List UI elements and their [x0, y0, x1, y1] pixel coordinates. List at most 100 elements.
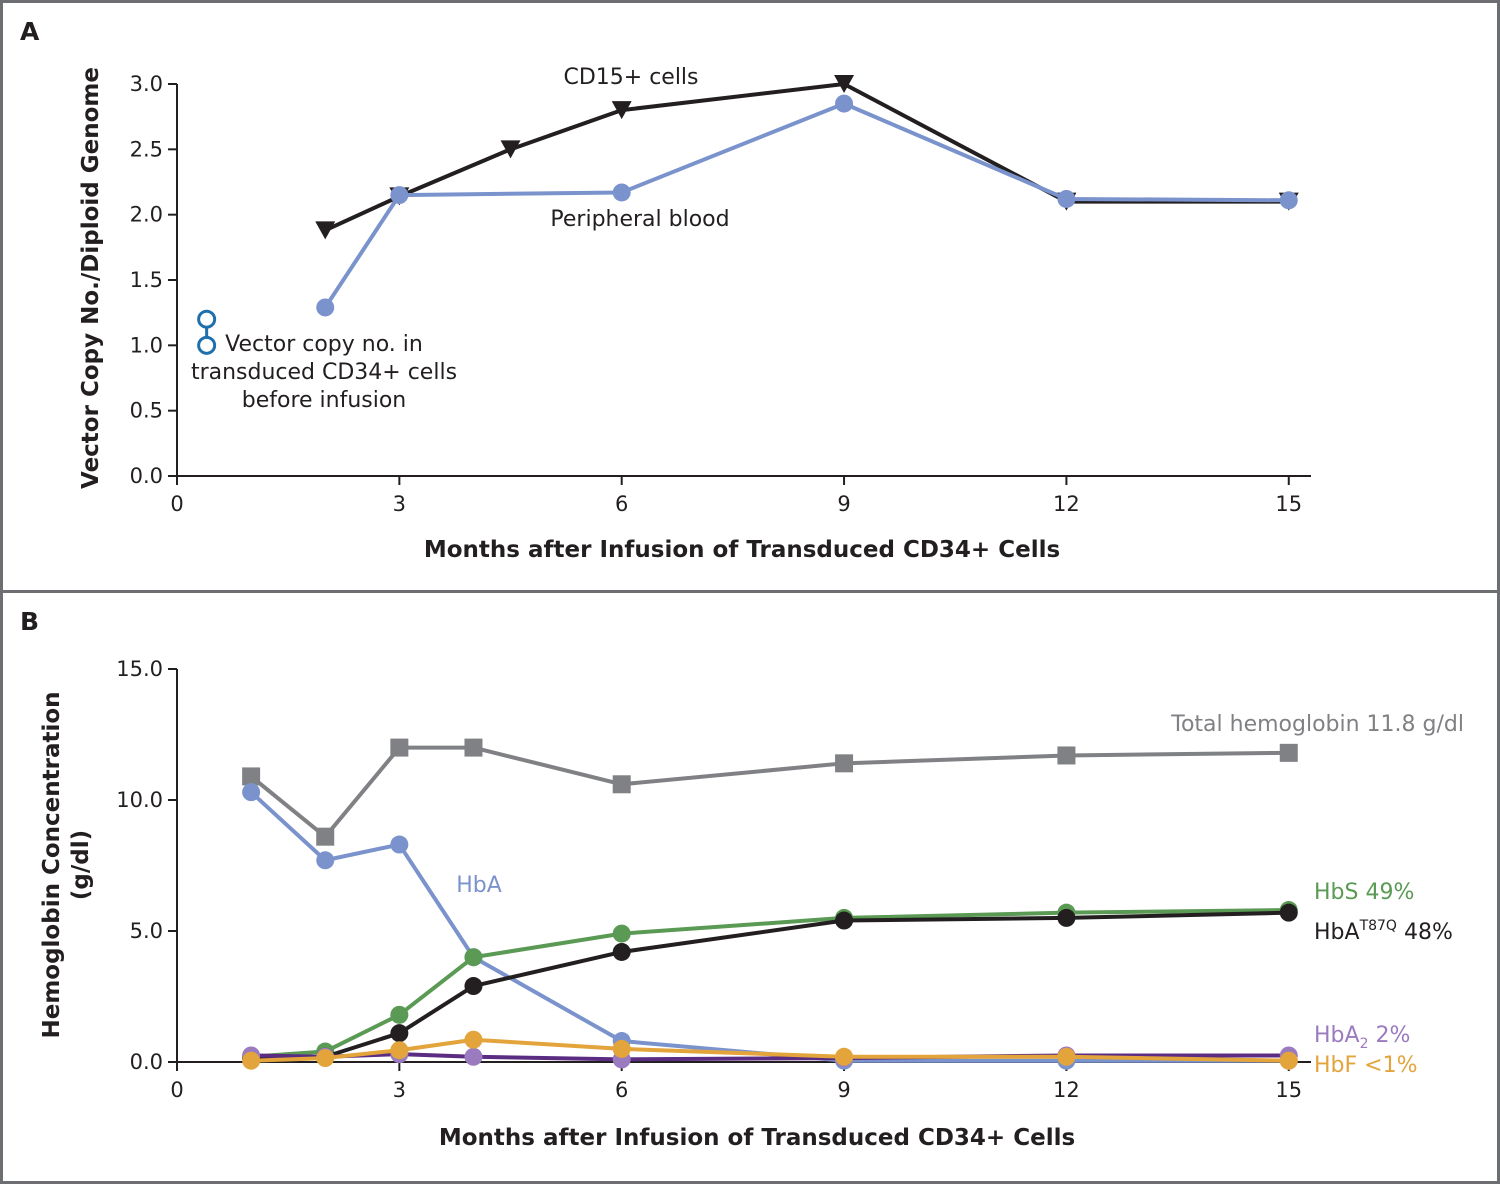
panel-b-total-hemoglobin-11-8-g-dl-point — [1057, 746, 1076, 765]
panel-b-x-tick-label: 3 — [393, 1078, 406, 1102]
panel-a-x-tick-label: 15 — [1275, 492, 1302, 516]
panel-a-y-tick-label: 3.0 — [130, 72, 163, 96]
panel-b-total-hemoglobin-11-8-g-dl-point — [316, 827, 335, 846]
panel-b-y-axis-title-line-2: (g/dl) — [68, 830, 94, 900]
panel-b-chart: 0 3 6 9 12 15 0.0 5.0 10.0 15.0 Months after Infu… — [39, 657, 1464, 1151]
panel-b-x-tick-label: 12 — [1053, 1078, 1080, 1102]
panel-b-hba-t87q-48-line — [251, 910, 1289, 1061]
panel-b-letter: B — [20, 607, 39, 636]
panel-a-y-tick-label: 1.5 — [130, 268, 163, 292]
panel-b-total-hemoglobin-11-8-g-dl-point — [835, 754, 854, 773]
panel-b-total-hemoglobin-11-8-g-dl-point — [1279, 743, 1298, 762]
panel-b-x-tick-label: 6 — [615, 1078, 628, 1102]
panel-b-hbf-1-point — [835, 1047, 854, 1066]
panel-a-y-tick-label: 0.0 — [130, 464, 163, 488]
panel-a-cd15-cells-point — [611, 101, 632, 120]
panel-b-total-hemoglobin-11-8-g-dl-line — [249, 745, 1289, 839]
panel-b-y-tick-label: 15.0 — [116, 657, 163, 681]
panel-b-frame — [0, 590, 1500, 1184]
hba2-label-sub: 2 — [1360, 1036, 1369, 1052]
hbf-label: HbF <1% — [1314, 1053, 1418, 1078]
hba-t87q-label-main: HbA — [1314, 920, 1360, 945]
pre-infusion-point — [197, 335, 217, 355]
panel-a-frame — [0, 0, 1500, 593]
panel-a-x-axis-title: Months after Infusion of Transduced CD34… — [424, 537, 1060, 563]
panel-a-y-tick-label: 2.5 — [130, 137, 163, 161]
panel-a-peripheral-blood-line — [323, 101, 1289, 309]
panel-a-y-tick-label: 1.0 — [130, 333, 163, 357]
panel-b-y-tick-label: 0.0 — [130, 1050, 163, 1074]
panel-a-cd15-cells-series — [315, 75, 1299, 240]
panel-b-hba-t87q-48-point — [464, 977, 483, 996]
panel-b-hba-t87q-48-point — [1057, 908, 1076, 927]
pre-infusion-label-line-3: before infusion — [242, 388, 407, 413]
panel-b-y-tick-label: 5.0 — [130, 919, 163, 943]
panel-a-x-tick-label: 0 — [170, 492, 183, 516]
panel-b-hba-point — [316, 851, 335, 870]
panel-b-hbf-1-point — [1057, 1047, 1076, 1066]
hba-t87q-label: HbAT87Q 48% — [1314, 918, 1453, 945]
total-hemoglobin-label: Total hemoglobin 11.8 g/dl — [1170, 712, 1464, 737]
panel-a-x-tick-label: 3 — [393, 492, 406, 516]
panel-b-hbf-1-series — [242, 1030, 1298, 1070]
cd15-series-label: CD15+ cells — [563, 65, 698, 90]
panel-b-x-axis-title: Months after Infusion of Transduced CD34… — [439, 1125, 1075, 1151]
pre-infusion-point — [197, 309, 217, 329]
panel-a-y-tick-label: 0.5 — [130, 399, 163, 423]
peripheral-blood-series-label: Peripheral blood — [550, 207, 729, 232]
panel-a-cd15-cells-point — [315, 221, 336, 240]
panel-b-axes: 0 3 6 9 12 15 0.0 5.0 10.0 15.0 — [116, 657, 1311, 1102]
hba2-label-pct: 2% — [1368, 1023, 1410, 1048]
panel-b-hba-point — [242, 783, 261, 802]
panel-b-x-tick-label: 15 — [1275, 1078, 1302, 1102]
pre-infusion-label-line-1: Vector copy no. in — [225, 332, 423, 357]
panel-b-total-hemoglobin-11-8-g-dl-point — [612, 775, 631, 794]
panel-a-cd15-cells-line — [324, 82, 1289, 233]
hba2-label-main: HbA — [1314, 1023, 1360, 1048]
panel-b-hba-t87q-48-point — [390, 1024, 409, 1043]
panel-b-hbs-49-point — [612, 924, 631, 943]
panel-a-cd15-cells-point — [500, 140, 521, 159]
panel-b-hbs-49-point — [390, 1005, 409, 1024]
panel-b-y-axis-title-line-1: Hemoglobin Concentration — [39, 691, 65, 1038]
panel-a-peripheral-blood-point — [835, 94, 854, 113]
panel-b-hbf-1-point — [612, 1039, 631, 1058]
panel-b-hbf-1-line — [251, 1037, 1289, 1063]
panel-a-letter: A — [20, 17, 40, 46]
panel-b-hbf-1-point — [390, 1041, 409, 1060]
panel-b-hba2-2-point — [464, 1047, 483, 1066]
panel-b-total-hemoglobin-11-8-g-dl-point — [464, 738, 483, 757]
panel-a-x-tick-label: 6 — [615, 492, 628, 516]
panel-a-peripheral-blood-point — [390, 186, 409, 205]
hbs-label: HbS 49% — [1314, 880, 1414, 905]
hba-t87q-label-pct: 48% — [1397, 920, 1453, 945]
pre-infusion-label-line-2: transduced CD34+ cells — [191, 360, 457, 385]
panel-a-chart: 0 3 6 9 12 15 0.0 0.5 1.0 1.5 2.0 2.5 3.0 Months aft… — [78, 65, 1311, 563]
panel-b-hbf-1-point — [464, 1030, 483, 1049]
panel-a-peripheral-blood-point — [1279, 191, 1298, 210]
panel-b-y-tick-label: 10.0 — [116, 788, 163, 812]
panel-b-hba-point — [390, 835, 409, 854]
hba-label: HbA — [456, 873, 502, 898]
panel-b-hbs-49-point — [464, 948, 483, 967]
hba2-label: HbA2 2% — [1314, 1023, 1410, 1052]
panel-a-x-tick-label: 12 — [1053, 492, 1080, 516]
panel-a-peripheral-blood-point — [316, 298, 335, 317]
panel-b-hbf-1-point — [1279, 1051, 1298, 1070]
panel-b-hba-t87q-48-point — [835, 911, 854, 930]
panel-a-y-tick-label: 2.0 — [130, 203, 163, 227]
panel-a-x-tick-label: 9 — [837, 492, 850, 516]
panel-b-total-hemoglobin-11-8-g-dl-point — [390, 738, 409, 757]
panel-a-peripheral-blood-series — [316, 94, 1298, 317]
panel-a-y-axis-title: Vector Copy No./Diploid Genome — [78, 67, 104, 489]
pre-infusion-marker — [197, 309, 217, 355]
panel-b-hba-line — [249, 790, 1289, 1063]
hba-t87q-label-sup: T87Q — [1359, 918, 1397, 934]
panel-b-x-tick-label: 9 — [837, 1078, 850, 1102]
panel-a-cd15-cells-point — [834, 75, 855, 93]
panel-b-series — [242, 738, 1298, 1070]
panel-b-total-hemoglobin-11-8-g-dl-point — [242, 767, 261, 786]
panel-a-series — [315, 75, 1299, 317]
panel-b-hba-t87q-48-point — [1279, 903, 1298, 922]
